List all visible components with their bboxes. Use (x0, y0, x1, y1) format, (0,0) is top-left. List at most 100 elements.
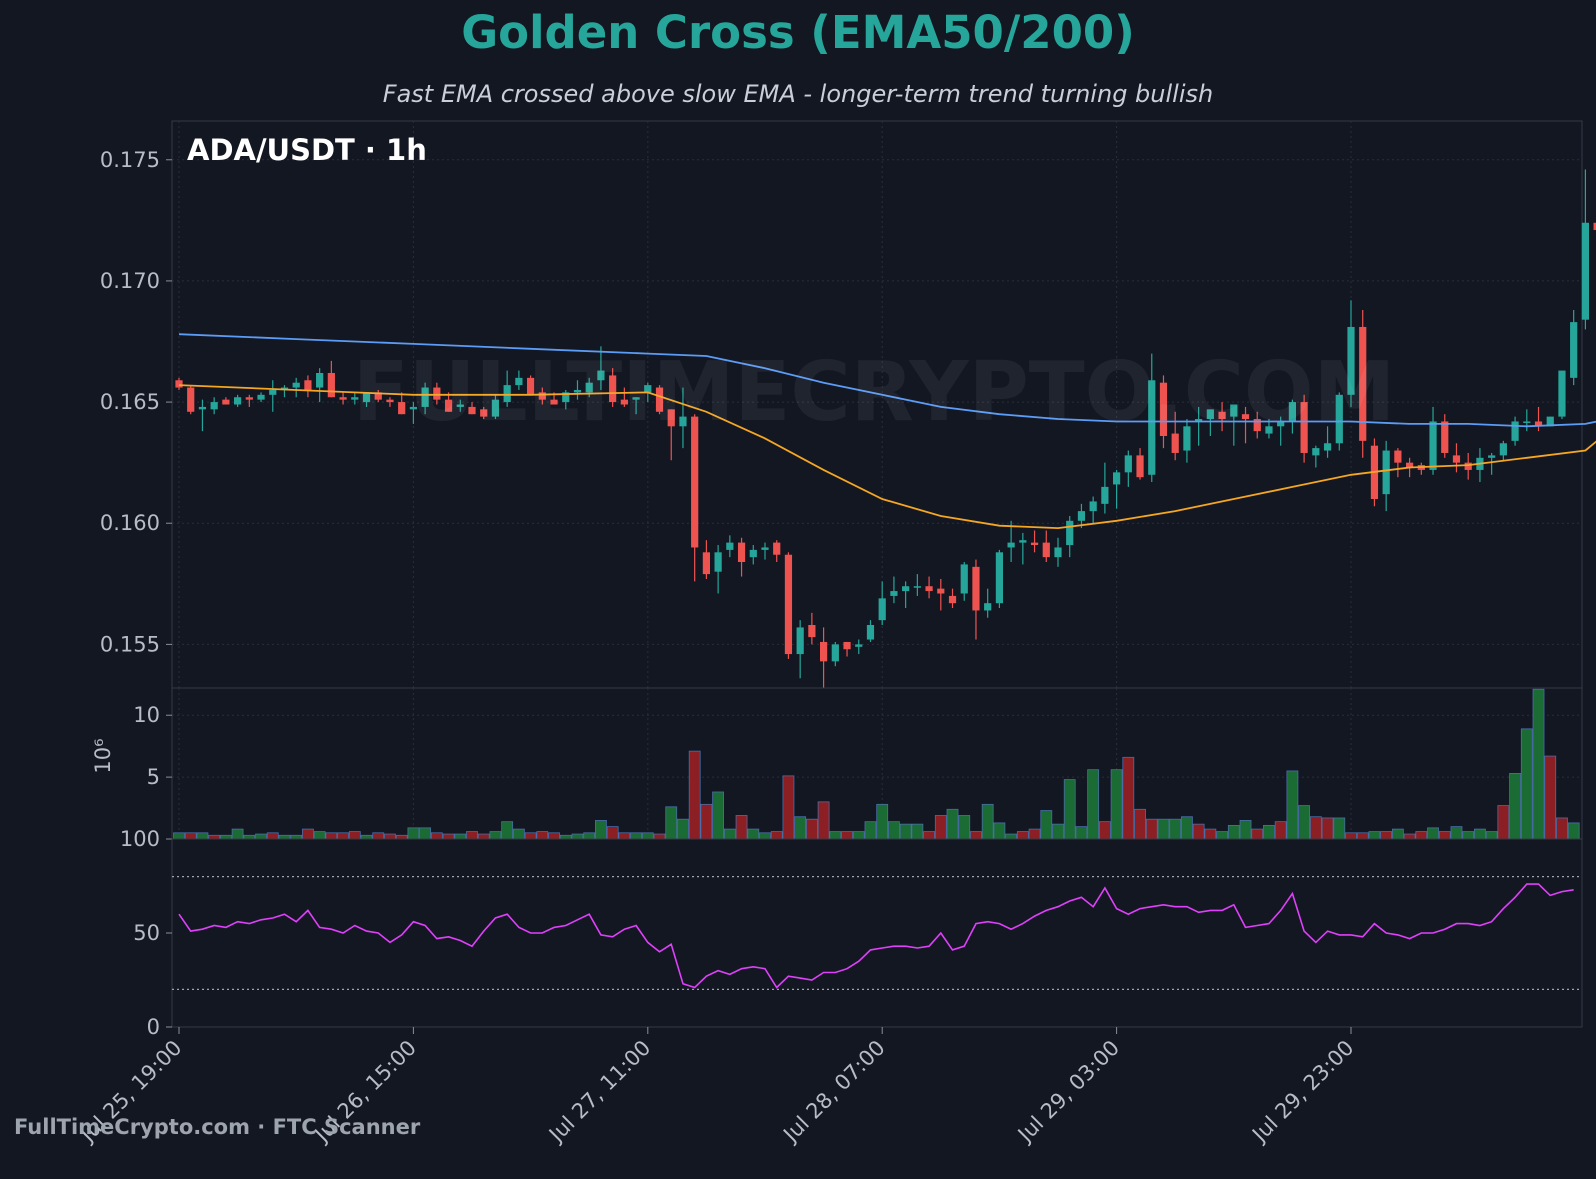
candle-body (538, 392, 546, 400)
volume-bar (512, 828, 525, 840)
candle-body (1359, 326, 1367, 441)
rsi-line (178, 883, 1574, 989)
volume-scale-label: 10⁶ (91, 738, 115, 773)
candle-body (1570, 322, 1578, 378)
volume-bar (653, 833, 666, 840)
volume-bar (1567, 822, 1580, 840)
volume-bar (1134, 808, 1146, 840)
price-tick-label: 0.160 (100, 511, 160, 535)
volume-bar (1005, 833, 1018, 840)
volume-bar (923, 831, 935, 840)
volume-bar (372, 832, 385, 840)
candle-body (1241, 414, 1250, 420)
candle-body (632, 397, 640, 400)
candle-body (597, 370, 605, 381)
candle-body (878, 598, 886, 621)
candle-body (1300, 402, 1308, 453)
volume-bar (1016, 831, 1029, 840)
candle-body (198, 406, 207, 410)
volume-bar (219, 834, 232, 840)
volume-bar (606, 826, 619, 840)
volume-bar (583, 832, 596, 840)
candle-body (773, 542, 781, 555)
volume-bar (641, 832, 654, 840)
volume-bar (677, 818, 689, 840)
volume-bar (1145, 818, 1158, 840)
candle-body (1464, 462, 1472, 470)
volume-bar (489, 831, 502, 840)
volume-bar (1368, 831, 1381, 840)
volume-bar (1309, 816, 1322, 840)
candle-body (1488, 455, 1496, 458)
candle-body (761, 547, 769, 550)
volume-bar (1415, 831, 1428, 840)
volume-bar (559, 834, 572, 840)
price-tick-label: 0.155 (100, 632, 160, 656)
volume-bar (864, 821, 877, 840)
candle-body (1054, 547, 1062, 558)
volume-bar (1216, 831, 1228, 840)
volume-bar (1403, 833, 1416, 840)
volume-bar (1286, 770, 1299, 840)
volume-bar (1556, 817, 1568, 840)
candle-body (1089, 501, 1097, 512)
volume-bar (360, 834, 373, 840)
volume-bar (442, 833, 455, 840)
candle-body (831, 644, 839, 662)
volume-bar (946, 808, 959, 840)
volume-bar (1263, 824, 1275, 840)
volume-bar (477, 833, 490, 840)
candle-body (1534, 421, 1543, 427)
volume-bar (1274, 821, 1287, 840)
volume-bar (1497, 805, 1510, 840)
volume-bar (231, 828, 244, 840)
candle-body (585, 382, 593, 393)
volume-bar (243, 834, 256, 840)
volume-bar (1391, 828, 1404, 840)
volume-bar (852, 831, 865, 840)
volume-bar (524, 832, 537, 840)
candle-body (222, 399, 230, 405)
volume-bar (688, 750, 701, 840)
volume-bar (805, 818, 818, 840)
candle-body (433, 387, 441, 400)
candle-body (316, 373, 324, 388)
candle-body (1113, 472, 1121, 485)
candle-body (1347, 326, 1355, 395)
volume-bar (1462, 831, 1475, 840)
volume-bar (876, 803, 889, 840)
candle-body (1394, 450, 1402, 463)
candle-body (1523, 421, 1531, 423)
volume-bar (313, 831, 326, 840)
volume-bar (1098, 821, 1111, 840)
price-panel: 0.155 0.160 0.165 0.170 0.175 (100, 120, 1596, 689)
candle-body (257, 394, 265, 400)
candle-body (866, 625, 875, 640)
candle-body (1230, 404, 1238, 417)
candle-body (550, 399, 558, 405)
candle-body (1429, 421, 1437, 470)
volume-bar (1204, 828, 1217, 840)
volume-bar (1181, 816, 1193, 840)
candle-body (269, 389, 277, 395)
candle-body (796, 627, 804, 655)
candle-body (327, 373, 335, 398)
candle-body (398, 402, 406, 415)
candle-body (1253, 419, 1261, 432)
candle-body (1499, 443, 1507, 456)
candle-body (1042, 542, 1050, 558)
candle-body (573, 389, 582, 393)
candle-body (1159, 382, 1168, 436)
volume-bar (817, 801, 830, 840)
candle-body (972, 566, 980, 611)
volume-bar (911, 823, 924, 840)
volume-bar (1544, 755, 1557, 840)
volume-bar (712, 791, 725, 840)
candle-body (902, 586, 910, 592)
volume-bar (770, 831, 783, 840)
candle-body (655, 387, 664, 412)
candle-body (292, 382, 300, 388)
candle-body (480, 409, 488, 417)
rsi-tick-label: 50 (133, 921, 160, 945)
volume-bar (196, 832, 209, 840)
